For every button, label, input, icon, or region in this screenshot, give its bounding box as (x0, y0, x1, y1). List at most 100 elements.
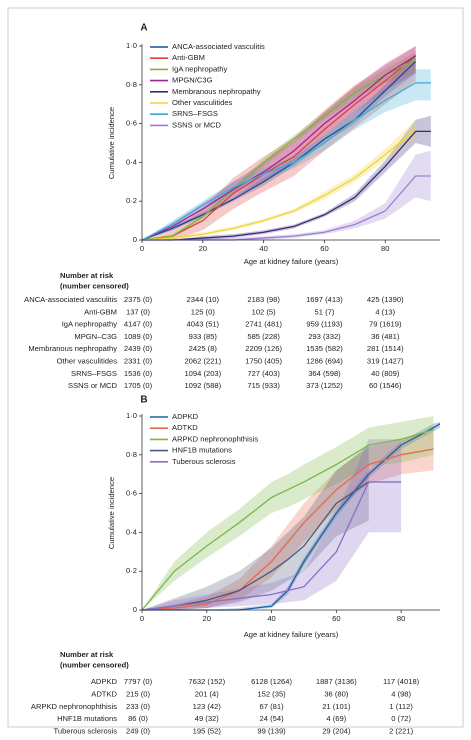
risk-cell: 1089 (0) (124, 332, 153, 341)
risk-cell: 7632 (152) (188, 677, 225, 686)
risk-cell: 4 (13) (375, 307, 395, 316)
risk-table-title: (number censored) (60, 661, 129, 670)
legend-label: SSNS or MCD (172, 120, 221, 129)
risk-cell: 215 (0) (126, 689, 151, 698)
x-axis-label: Age at kidney failure (years) (244, 257, 339, 266)
risk-row-name: Tuberous sclerosis (54, 727, 118, 735)
curve (142, 130, 431, 241)
x-axis-label: Age at kidney failure (years) (244, 630, 339, 639)
risk-cell: 319 (1427) (367, 357, 404, 366)
risk-row-name: ADPKD (91, 677, 118, 686)
risk-cell: 99 (139) (257, 727, 286, 735)
curve (141, 481, 402, 611)
risk-cell: 49 (32) (195, 714, 220, 723)
legend-label: Other vasculitides (172, 98, 233, 107)
x-tick-label: 20 (203, 614, 211, 623)
risk-cell: 233 (0) (126, 702, 151, 711)
y-axis-label: Cumulative incidence (107, 477, 116, 549)
curve (141, 448, 434, 611)
risk-cell: 727 (403) (247, 369, 280, 378)
risk-cell: 933 (85) (189, 332, 218, 341)
risk-cell: 425 (1390) (367, 295, 404, 304)
y-tick-label: 0·6 (126, 119, 137, 128)
risk-cell: 585 (228) (247, 332, 280, 341)
risk-cell: 373 (1252) (306, 381, 343, 390)
risk-row-name: IgA nephropathy (62, 320, 118, 329)
risk-cell: 2439 (0) (124, 344, 153, 353)
risk-cell: 1286 (694) (306, 357, 343, 366)
y-tick-label: 0·8 (126, 80, 137, 89)
risk-cell: 21 (101) (322, 702, 351, 711)
risk-row-name: ANCA-associated vasculitis (24, 295, 117, 304)
risk-cell: 4043 (51) (187, 320, 220, 329)
risk-cell: 2183 (98) (247, 295, 280, 304)
y-tick-label: 1·0 (126, 41, 137, 50)
y-axis-label: Cumulative incidence (107, 107, 116, 179)
risk-cell: 36 (481) (371, 332, 400, 341)
risk-cell: 51 (7) (315, 307, 335, 316)
risk-cell: 6128 (1264) (251, 677, 292, 686)
x-tick-label: 40 (267, 614, 275, 623)
x-tick-label: 60 (320, 244, 328, 253)
y-tick-label: 0 (133, 605, 137, 614)
legend-label: ADPKD (172, 412, 199, 421)
risk-cell: 201 (4) (195, 689, 220, 698)
risk-cell: 1 (112) (389, 702, 413, 711)
y-tick-label: 0·2 (126, 566, 137, 575)
legend-label: HNF1B mutations (172, 446, 232, 455)
y-tick-label: 0·2 (126, 196, 137, 205)
risk-row-name: ARPKD nephronophthisis (31, 702, 117, 711)
risk-cell: 2331 (0) (124, 357, 153, 366)
legend-label: Tuberous sclerosis (172, 457, 236, 466)
risk-cell: 24 (54) (260, 714, 285, 723)
legend-label: IgA nephropathy (172, 64, 228, 73)
risk-cell: 117 (4018) (383, 677, 420, 686)
curve (141, 128, 417, 241)
legend-label: Anti-GBM (172, 53, 205, 62)
y-tick-label: 1·0 (126, 411, 137, 420)
x-tick-label: 20 (199, 244, 207, 253)
panel-label: B (140, 395, 147, 406)
risk-cell: 67 (81) (260, 702, 285, 711)
legend-label: SRNS–FSGS (172, 109, 218, 118)
y-tick-label: 0·4 (126, 527, 137, 536)
risk-cell: 1092 (588) (184, 381, 221, 390)
risk-row-name: Anti-GBM (84, 307, 117, 316)
legend-label: ARPKD nephronophthisis (172, 434, 258, 443)
risk-cell: 1750 (405) (245, 357, 282, 366)
risk-cell: 959 (1193) (306, 320, 343, 329)
risk-cell: 2741 (481) (245, 320, 282, 329)
confidence-band (142, 431, 434, 610)
risk-cell: 137 (0) (126, 307, 151, 316)
risk-cell: 125 (0) (191, 307, 216, 316)
confidence-band (142, 445, 369, 610)
risk-cell: 1536 (0) (124, 369, 153, 378)
curve (141, 55, 417, 241)
risk-cell: 36 (80) (324, 689, 349, 698)
x-tick-label: 60 (332, 614, 340, 623)
risk-cell: 4147 (0) (124, 320, 153, 329)
legend-label: MPGN/C3G (172, 76, 213, 85)
y-tick-label: 0 (133, 235, 137, 244)
x-tick-label: 0 (140, 614, 144, 623)
risk-cell: 4 (98) (391, 689, 411, 698)
risk-table-title: Number at risk (60, 271, 114, 280)
panel-label: A (140, 23, 147, 34)
risk-row-name: HNF1B mutations (57, 714, 117, 723)
risk-cell: 0 (72) (391, 714, 411, 723)
y-tick-label: 0·4 (126, 157, 137, 166)
curve (141, 59, 416, 241)
y-tick-label: 0·8 (126, 450, 137, 459)
x-tick-label: 0 (140, 244, 144, 253)
risk-row-name: ADTKD (91, 689, 117, 698)
legend-label: ADTKD (172, 423, 198, 432)
risk-cell: 2 (221) (389, 727, 414, 735)
x-tick-label: 80 (381, 244, 389, 253)
curve (141, 61, 417, 241)
confidence-band (142, 416, 434, 610)
risk-row-name: MPGN–C3G (74, 332, 117, 341)
risk-cell: 2344 (10) (187, 295, 220, 304)
risk-cell: 79 (1619) (369, 320, 402, 329)
risk-cell: 2375 (0) (124, 295, 153, 304)
